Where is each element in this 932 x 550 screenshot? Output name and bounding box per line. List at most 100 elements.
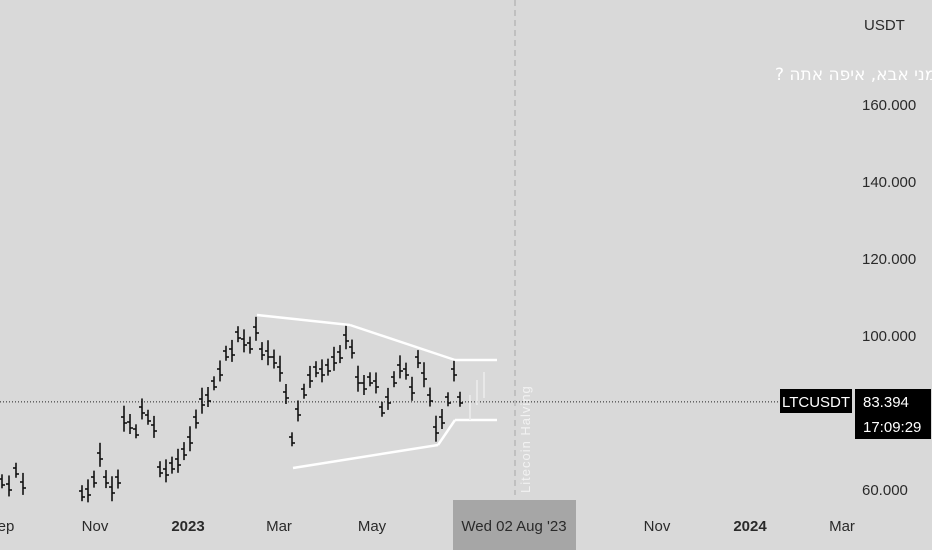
x-tick-label: Nov — [82, 518, 109, 535]
price-bar — [181, 442, 187, 461]
y-tick-label: 60.000 — [862, 482, 908, 499]
price-bar — [445, 392, 451, 407]
price-bar — [79, 485, 85, 502]
price-tag: LTCUSDT 83.394 17:09:29 — [780, 389, 931, 439]
price-bar — [211, 376, 217, 391]
price-bar — [241, 329, 247, 353]
price-bar — [247, 336, 253, 354]
price-bars — [0, 316, 463, 503]
price-bar — [235, 326, 241, 343]
price-bar — [277, 355, 283, 382]
price-bar — [127, 414, 133, 434]
price-bar — [253, 316, 259, 341]
price-bar — [361, 375, 367, 395]
y-axis: USDT 160.000 140.000 120.000 100.000 60.000 — [862, 17, 916, 499]
price-bar — [343, 324, 349, 350]
price-bar — [451, 360, 457, 382]
price-bar — [85, 479, 91, 503]
price-bar — [133, 424, 139, 439]
symbol-tag: LTCUSDT — [782, 394, 850, 411]
price-bar — [283, 384, 289, 404]
price-bar — [355, 365, 361, 392]
symbol-tag-bg — [780, 389, 852, 413]
price-bar — [337, 345, 343, 364]
x-tick-label: 2023 — [171, 518, 204, 535]
crosshair-date-bg — [453, 500, 576, 550]
upper-trendline-segment — [349, 323, 456, 362]
price-bar — [415, 350, 421, 369]
price-bar — [295, 400, 301, 422]
price-bar — [301, 383, 307, 399]
price-bar — [331, 346, 337, 371]
price-bar — [349, 339, 355, 359]
x-tick-label: Nov — [644, 518, 671, 535]
price-bar — [403, 362, 409, 380]
price-bar — [217, 360, 223, 382]
price-bar — [199, 387, 205, 414]
price-bar — [91, 470, 97, 488]
price-bar — [103, 470, 109, 489]
last-price-tag-bg — [855, 389, 931, 439]
price-bar — [139, 398, 145, 420]
price-bar — [421, 362, 427, 388]
price-bar — [13, 462, 19, 478]
x-tick-label: 2024 — [733, 518, 767, 535]
x-tick-label: Mar — [266, 518, 292, 535]
price-bar — [151, 415, 157, 438]
price-bar — [121, 405, 127, 432]
price-bar — [319, 359, 325, 383]
price-bar — [409, 376, 415, 401]
y-tick-label: 120.000 — [862, 251, 916, 268]
price-bar — [187, 426, 193, 452]
price-bar — [433, 415, 439, 442]
last-price: 83.394 — [863, 394, 909, 411]
x-tick-label: Mar — [829, 518, 855, 535]
price-bar — [397, 355, 403, 379]
price-bar — [325, 358, 331, 376]
price-bar — [457, 391, 463, 407]
crosshair-date-label: Wed 02 Aug '23 — [461, 518, 566, 535]
price-bar — [6, 475, 12, 497]
price-bar — [163, 459, 169, 483]
price-bar — [109, 476, 115, 502]
lower-trendline-segment — [436, 419, 457, 446]
projection-bars — [469, 372, 485, 420]
price-bar — [205, 387, 211, 407]
y-axis-unit: USDT — [864, 17, 905, 34]
price-bar — [145, 409, 151, 425]
price-bar — [259, 342, 265, 361]
price-bar — [265, 340, 271, 366]
price-bar — [0, 474, 5, 489]
x-tick-label: ep — [0, 518, 14, 535]
price-bar — [193, 409, 199, 429]
price-bar — [169, 456, 175, 474]
price-bar — [379, 401, 385, 417]
halving-label: Litecoin Halving — [518, 385, 533, 493]
upper-trendline-segment — [256, 313, 351, 327]
price-bar — [385, 387, 391, 410]
countdown: 17:09:29 — [863, 419, 921, 436]
price-bar — [97, 442, 103, 467]
lower-trendline-segment — [292, 443, 439, 470]
price-bar — [229, 339, 235, 362]
price-bar — [313, 361, 319, 378]
price-bar — [427, 387, 433, 407]
price-bar — [439, 409, 445, 429]
y-tick-label: 140.000 — [862, 174, 916, 191]
x-tick-label: May — [358, 518, 387, 535]
price-bar — [391, 371, 397, 388]
price-bar — [307, 365, 313, 388]
price-bar — [373, 372, 379, 394]
price-bar — [175, 448, 181, 473]
y-tick-label: 100.000 — [862, 328, 916, 345]
price-bar — [115, 469, 121, 489]
price-bar — [289, 432, 295, 447]
trendlines — [256, 313, 497, 470]
x-axis: ep Nov 2023 Mar May Nov 2024 Mar — [0, 518, 855, 535]
annotation-text: האם הסתרת את פניך ממני אבא, איפה אתה ? — [775, 65, 932, 85]
price-bar — [367, 372, 373, 387]
y-tick-label: 160.000 — [862, 97, 916, 114]
